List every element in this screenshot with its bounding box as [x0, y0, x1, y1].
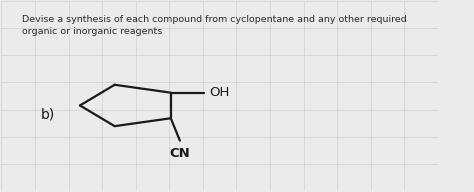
Text: Devise a synthesis of each compound from cyclopentane and any other required
org: Devise a synthesis of each compound from…	[22, 15, 407, 36]
Text: OH: OH	[209, 86, 229, 99]
Text: b): b)	[41, 108, 55, 122]
Text: CN: CN	[170, 147, 190, 160]
